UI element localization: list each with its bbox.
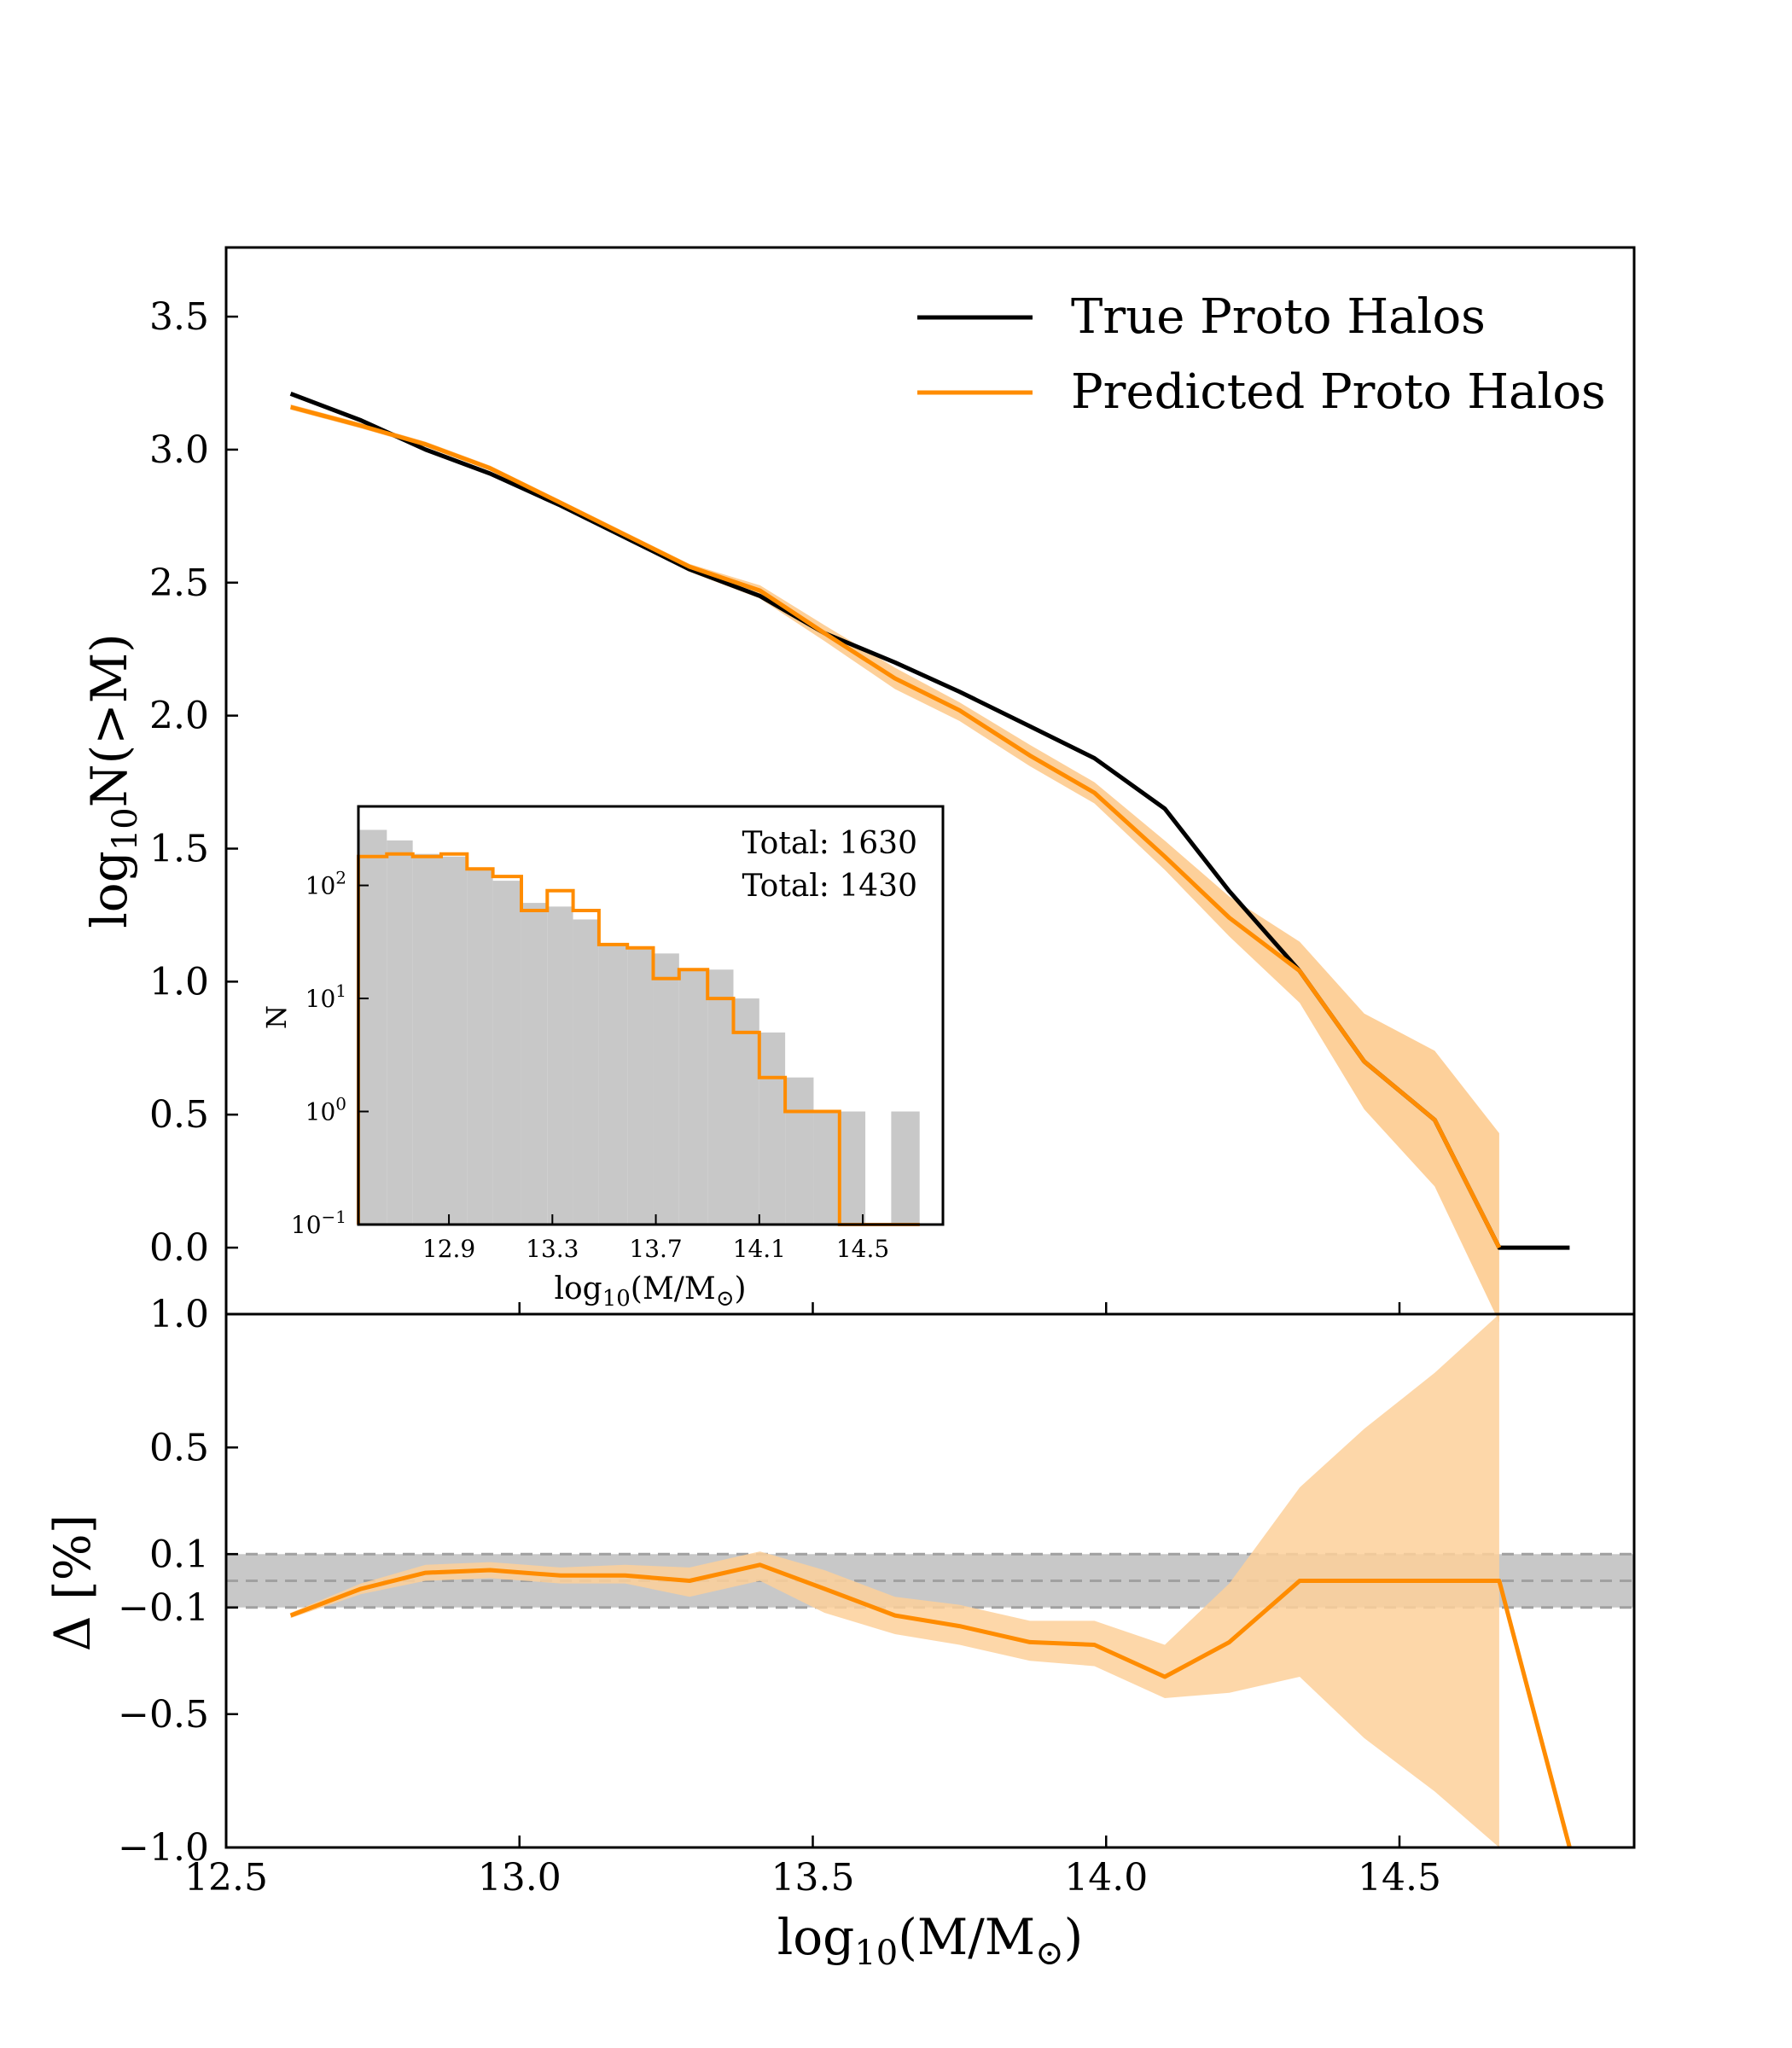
true-histogram-bar xyxy=(467,869,493,1225)
predicted-histogram-step-line xyxy=(357,852,920,1226)
predicted-proto-halos-line xyxy=(289,404,1502,1249)
true-histogram-bar xyxy=(598,944,628,1225)
bottom-x-tick-label: 14.5 xyxy=(1358,1856,1441,1900)
inset-x-tick-label: 14.5 xyxy=(836,1235,889,1263)
residual-line xyxy=(289,1562,1572,1848)
cumulative-lines xyxy=(289,392,1570,1250)
x-axis-label: log10(M/M⊙) xyxy=(777,1908,1084,1973)
true-histogram-bar xyxy=(733,998,759,1225)
top-y-tick-label: 1.0 xyxy=(149,960,209,1004)
top-y-tick-label: 0.5 xyxy=(149,1093,209,1137)
bottom-y-tick-label: 1.0 xyxy=(149,1293,209,1336)
residual-band-area xyxy=(290,1314,1499,1847)
true-histogram-bar xyxy=(547,906,573,1225)
bottom-x-tick-label: 12.5 xyxy=(184,1856,268,1900)
inset-total-predicted: Total: 1430 xyxy=(742,869,917,904)
top-y-tick-label: 0.0 xyxy=(149,1226,209,1270)
bottom-y-axis-label: Δ [%] xyxy=(44,1515,102,1652)
true-histogram-bar xyxy=(412,853,441,1225)
true-histogram-bar xyxy=(839,1111,866,1225)
bottom-y-tick-label: −0.5 xyxy=(118,1693,209,1737)
true-histogram-bar xyxy=(521,903,548,1225)
inset-x-axis-label: log10(M/M⊙) xyxy=(554,1271,746,1312)
true-histogram-bar xyxy=(759,1032,786,1225)
top-y-tick-label: 3.5 xyxy=(149,295,209,339)
true-histogram-bar xyxy=(358,829,387,1225)
bottom-x-tick-label: 13.5 xyxy=(771,1856,855,1900)
true-histogram-bars xyxy=(358,829,920,1225)
inset-y-tick-label: 10−1 xyxy=(291,1207,346,1239)
inset-total-true: Total: 1630 xyxy=(742,826,917,861)
true-histogram-bar xyxy=(573,919,599,1225)
inset-histogram: 10−1 100 101 102 12.9 13.3 13.7 14.1 14.5 N log… xyxy=(260,805,945,1312)
legend-label-predicted: Predicted Proto Halos xyxy=(1071,364,1606,420)
bottom-y-ticks: 1.0 0.5 0.1 −0.1 −0.5 −1.0 xyxy=(118,1293,238,1870)
residual-predicted-line xyxy=(289,1562,1572,1848)
inset-x-tick-label: 13.3 xyxy=(526,1235,579,1263)
top-y-ticks: 0.0 0.5 1.0 1.5 2.0 2.5 3.0 3.5 xyxy=(149,295,238,1270)
top-x-tick-marks xyxy=(224,1302,1401,1314)
true-histogram-bar xyxy=(440,856,468,1225)
cumulative-mass-function-panel: 0.0 0.5 1.0 1.5 2.0 2.5 3.0 3.5 log10N(>M) True… xyxy=(80,246,1636,1323)
inset-x-tick-label: 12.9 xyxy=(422,1235,475,1263)
true-histogram-bar xyxy=(627,947,654,1225)
inset-y-tick-label: 102 xyxy=(305,868,346,900)
bottom-x-tick-label: 13.0 xyxy=(478,1856,561,1900)
true-histogram-bar xyxy=(891,1111,920,1225)
legend-label-true: True Proto Halos xyxy=(1071,289,1486,345)
bottom-y-tick-label: 0.5 xyxy=(149,1426,209,1469)
top-y-tick-label: 2.5 xyxy=(149,561,209,605)
true-histogram-bar xyxy=(678,969,708,1225)
inset-y-axis-label: N xyxy=(260,1005,293,1029)
top-y-tick-label: 3.0 xyxy=(149,428,209,472)
inset-x-tick-label: 14.1 xyxy=(733,1235,786,1263)
residual-uncertainty-band xyxy=(290,1314,1499,1847)
top-y-axis-label: log10N(>M) xyxy=(80,633,145,928)
true-histogram-bar xyxy=(785,1077,814,1225)
residual-panel: 1.0 0.5 0.1 −0.1 −0.5 −1.0 12.5 13.0 13.5 14.0 14… xyxy=(44,1293,1636,1973)
legend: True Proto Halos Predicted Proto Halos xyxy=(917,289,1606,420)
bottom-y-tick-label: −1.0 xyxy=(118,1826,209,1870)
inset-x-tick-label: 13.7 xyxy=(629,1235,682,1263)
inset-y-ticks: 10−1 100 101 102 xyxy=(291,868,369,1239)
true-histogram-bar xyxy=(387,840,413,1225)
bottom-x-ticks: 12.5 13.0 13.5 14.0 14.5 xyxy=(184,1836,1441,1900)
bottom-y-tick-label: 0.1 xyxy=(149,1533,209,1576)
inset-x-ticks: 12.9 13.3 13.7 14.1 14.5 xyxy=(422,1214,889,1263)
bottom-y-tick-label: −0.1 xyxy=(118,1586,209,1630)
true-histogram-bar xyxy=(492,881,521,1225)
true-histogram-bar xyxy=(813,1111,840,1225)
top-y-tick-label: 1.5 xyxy=(149,827,209,870)
inset-y-tick-label: 100 xyxy=(305,1094,346,1126)
inset-y-tick-label: 101 xyxy=(305,980,346,1013)
true-histogram-bar xyxy=(707,969,734,1225)
bottom-x-tick-label: 14.0 xyxy=(1064,1856,1148,1900)
predicted-histogram-step xyxy=(357,852,920,1226)
top-y-tick-label: 2.0 xyxy=(149,695,209,738)
bottom-plot-frame xyxy=(224,1312,1636,1849)
inset-frame xyxy=(357,805,945,1226)
true-histogram-bar xyxy=(653,953,679,1225)
